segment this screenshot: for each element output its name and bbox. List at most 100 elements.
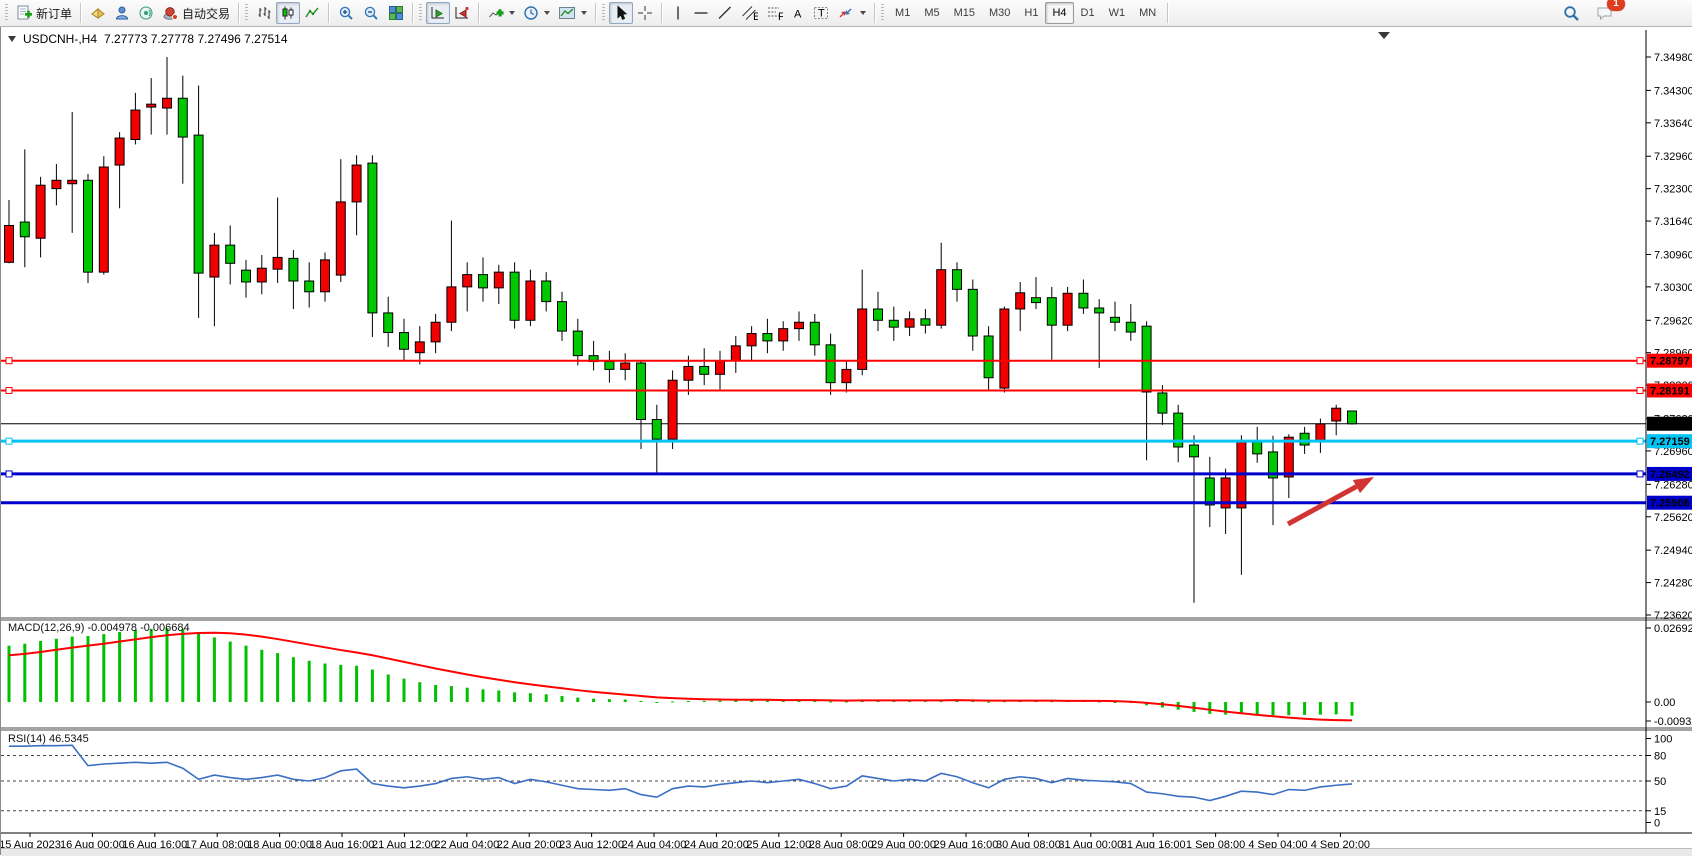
chart-canvas[interactable]: 7.34980 7.34300 7.33640 7.32960 7.32300 7.316…	[1, 27, 1692, 855]
rsi-axis-label: 100	[1654, 734, 1672, 746]
timeframe-button-M1[interactable]: M1	[895, 7, 911, 19]
timeframe-button-group: M1 M5 M15 M30 H1 H4 D1 W1 MN	[888, 2, 1163, 24]
bar-chart-button[interactable]	[252, 2, 276, 24]
search-button[interactable]	[1559, 2, 1584, 24]
profiles-button[interactable]	[86, 2, 110, 24]
toolbar-separator	[80, 3, 83, 23]
trendline-tool-button[interactable]	[713, 2, 737, 24]
chart-shift-marker[interactable]	[1378, 32, 1390, 39]
vertical-line-tool-button[interactable]	[667, 2, 689, 24]
signals-button[interactable]	[134, 2, 158, 24]
candle-body	[936, 269, 947, 326]
chat-button[interactable]: 1	[1592, 0, 1625, 24]
candle-body	[762, 333, 773, 342]
auto-trading-button[interactable]: 自动交易	[158, 2, 234, 24]
equidistant-channel-tool-button[interactable]: E	[737, 2, 762, 24]
search-icon	[1564, 5, 1579, 21]
line-handle[interactable]	[5, 357, 13, 365]
macd-histogram-bar	[528, 693, 532, 702]
price-line-label: 7.27514	[1650, 419, 1691, 431]
toolbar-grip[interactable]	[881, 4, 885, 22]
templates-button[interactable]	[554, 2, 591, 24]
macd-histogram-bar	[23, 643, 27, 702]
candle-body	[430, 321, 441, 343]
zoom-in-button[interactable]	[334, 2, 359, 24]
line-handle[interactable]	[1636, 386, 1644, 394]
line-handle[interactable]	[1636, 437, 1644, 445]
price-line-label-box	[1647, 466, 1692, 481]
trend-arrow-head[interactable]	[1352, 477, 1374, 494]
candle-body	[794, 321, 804, 330]
macd-histogram-bar	[1113, 702, 1117, 703]
chart-collapse-icon[interactable]	[8, 36, 16, 42]
macd-histogram-bar	[639, 700, 643, 702]
text-tool-button[interactable]: A	[787, 2, 809, 24]
price-tick-label: 7.32960	[1654, 151, 1692, 163]
toolbar-grip[interactable]	[5, 4, 8, 22]
candle-body	[335, 201, 346, 276]
trend-arrow-annotation[interactable]	[1286, 484, 1358, 527]
macd-histogram-bar	[671, 701, 675, 703]
macd-histogram-bar	[1318, 702, 1322, 715]
indicators-icon	[489, 8, 504, 18]
crosshair-tool-button[interactable]	[633, 2, 657, 24]
toolbar-separator	[328, 3, 331, 23]
price-line-label: 7.27159	[1650, 436, 1690, 448]
candle-body	[509, 271, 520, 321]
timeframe-button-H4[interactable]: H4	[1045, 2, 1074, 24]
candle-body	[620, 362, 631, 370]
timeframe-button-M30[interactable]: M30	[989, 7, 1011, 19]
arrows-tool-button[interactable]	[833, 2, 870, 24]
line-handle[interactable]	[5, 386, 13, 394]
new-order-button[interactable]: 新订单	[12, 2, 76, 24]
indicators-button[interactable]	[484, 2, 519, 24]
rsi-axis-label: 50	[1654, 776, 1666, 788]
line-handle[interactable]	[5, 470, 13, 478]
candle-body	[83, 179, 93, 273]
timeframe-button-D1[interactable]: D1	[1080, 7, 1095, 19]
chart-shift-button[interactable]	[450, 2, 474, 24]
community-button[interactable]	[110, 2, 134, 24]
timeframe-button-W1[interactable]: W1	[1108, 7, 1126, 19]
horizontal-line-icon	[694, 12, 708, 14]
candle-body	[841, 368, 852, 384]
line-chart-button[interactable]	[300, 2, 324, 24]
line-handle[interactable]	[5, 437, 13, 445]
text-label-tool-button[interactable]: T	[809, 2, 833, 24]
new-order-label: 新订单	[36, 6, 73, 21]
svg-text:A: A	[794, 9, 802, 21]
line-handle[interactable]	[1636, 470, 1644, 478]
timeframe-button-H1[interactable]: H1	[1024, 7, 1039, 19]
toolbar-separator	[478, 3, 481, 23]
zoom-out-button[interactable]	[359, 2, 384, 24]
candle-body	[873, 308, 883, 321]
tile-windows-button[interactable]	[384, 2, 408, 24]
cursor-tool-button[interactable]	[609, 2, 634, 24]
timeframe-button-M5[interactable]: M5	[924, 7, 940, 19]
candle-body	[1110, 316, 1120, 323]
rsi-axis-label: 0	[1654, 818, 1660, 830]
toolbar-grip[interactable]	[245, 4, 249, 22]
line-handle[interactable]	[1636, 357, 1644, 365]
toolbar-separator	[1167, 3, 1170, 23]
macd-histogram-bar	[370, 669, 374, 702]
toolbar-grip[interactable]	[419, 4, 423, 22]
fibonacci-tool-button[interactable]: F	[762, 2, 787, 24]
macd-histogram-bar	[181, 629, 185, 702]
candle-body	[130, 109, 141, 141]
chart-window[interactable]: 7.34980 7.34300 7.33640 7.32960 7.32300 7.316…	[0, 27, 1692, 856]
toolbar-grip[interactable]	[602, 4, 606, 22]
auto-scroll-button[interactable]	[426, 2, 451, 24]
vertical-line-icon	[677, 6, 679, 20]
price-tick-label: 7.29620	[1654, 315, 1692, 327]
candle-body	[493, 271, 504, 289]
candle-body	[446, 286, 457, 323]
price-tick-label: 7.30300	[1654, 282, 1692, 294]
candlestick-chart-button[interactable]	[276, 2, 301, 24]
timeframe-button-M15[interactable]: M15	[953, 7, 975, 19]
candle-body	[1283, 436, 1294, 478]
candle-body	[1046, 297, 1057, 326]
horizontal-line-tool-button[interactable]	[689, 2, 713, 24]
timeframe-button-MN[interactable]: MN	[1139, 7, 1157, 19]
periods-button[interactable]	[519, 2, 554, 24]
